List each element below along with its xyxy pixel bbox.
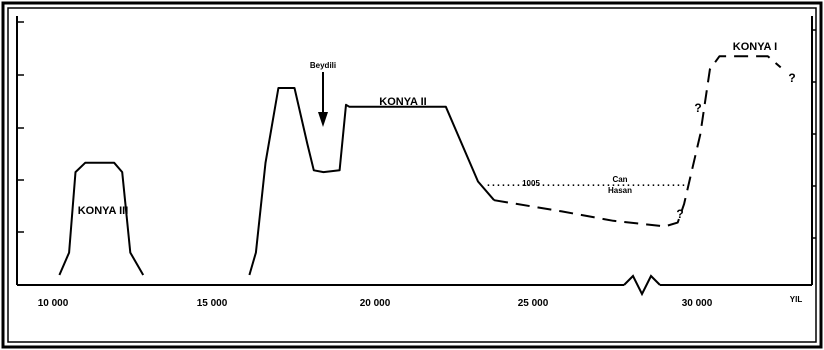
x-axis-label: YIL xyxy=(790,295,803,304)
label-konya-i: KONYA I xyxy=(733,41,777,53)
question-mark-right: ? xyxy=(788,71,795,85)
label-can: Can xyxy=(612,175,627,184)
x-tick-label: 30 000 xyxy=(682,298,713,309)
x-tick-label: 25 000 xyxy=(518,298,549,309)
label-konya-iii: KONYA III xyxy=(78,205,129,217)
series-layer xyxy=(58,55,782,276)
x-tick-label: 10 000 xyxy=(38,298,69,309)
question-mark-lower: ? xyxy=(676,207,683,221)
label-hasan: Hasan xyxy=(608,186,632,195)
x-tick-label: 15 000 xyxy=(197,298,228,309)
curve-segment-dashed xyxy=(493,55,782,228)
x-tick-label: 20 000 xyxy=(360,298,391,309)
curve-segment-solid xyxy=(248,87,495,276)
label-1005: 1005 xyxy=(522,179,540,188)
beydili-arrow-head xyxy=(318,112,328,127)
curve-segment-solid xyxy=(58,161,145,276)
y-axis-right-ticks xyxy=(812,29,816,239)
label-beydili: Beydili xyxy=(310,61,336,70)
y-axis-left-ticks xyxy=(17,21,24,233)
x-axis-break xyxy=(623,274,661,297)
question-mark-upper: ? xyxy=(694,101,701,115)
frame-inner xyxy=(7,7,817,343)
x-tick-labels: 10 000 15 000 20 000 25 000 30 000 xyxy=(38,298,713,309)
label-konya-ii: KONYA II xyxy=(379,96,426,108)
